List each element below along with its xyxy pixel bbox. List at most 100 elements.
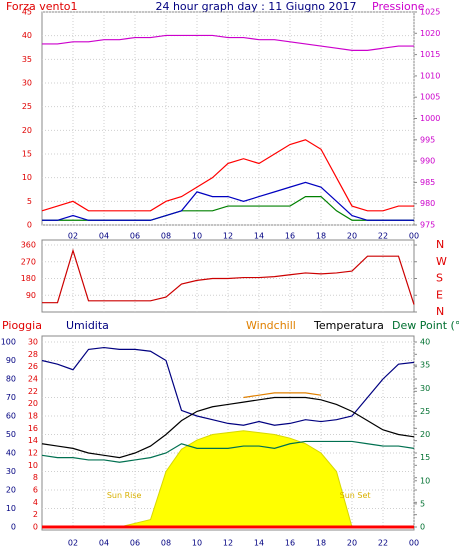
humidity-axis-title: Umidita — [66, 319, 109, 332]
y-tick-label: 40 — [22, 31, 32, 40]
y2-tick-label: 5 — [420, 499, 425, 508]
y2-tick-label: 35 — [420, 361, 430, 370]
y2-tick-label: 40 — [420, 338, 430, 347]
y2-tick-label: N — [436, 305, 444, 318]
x-tick-label: 16 — [285, 539, 295, 548]
y2-tick-label: 1020 — [420, 29, 440, 38]
series-line — [42, 181, 414, 221]
y3-tick-label: 10 — [28, 461, 38, 470]
y2-tick-label: 20 — [420, 430, 430, 439]
y2-tick-label: 1000 — [420, 114, 440, 123]
series-line — [41, 346, 415, 426]
y-tick-label: 5 — [27, 197, 32, 206]
y-tick-label: 30 — [22, 79, 32, 88]
y3-tick-label: 26 — [28, 362, 38, 371]
x-tick-label: 18 — [316, 232, 326, 241]
y3-tick-label: 30 — [28, 338, 38, 347]
y3-tick-label: 18 — [28, 412, 38, 421]
y-tick-label: 0 — [27, 221, 32, 230]
y-tick-label: 20 — [22, 126, 32, 135]
y3-tick-label: 12 — [28, 449, 38, 458]
x-tick-label: 04 — [99, 539, 109, 548]
y2-tick-label: 25 — [420, 407, 430, 416]
y2-tick-label: 10 — [420, 476, 430, 485]
y2-tick-label: E — [436, 288, 443, 301]
y-tick-label: 70 — [6, 393, 16, 402]
y2-tick-label: 1010 — [420, 71, 440, 80]
x-tick-label: 10 — [192, 539, 202, 548]
x-tick-label: 14 — [254, 539, 264, 548]
x-tick-label: 00 — [409, 539, 419, 548]
y3-tick-label: 16 — [28, 424, 38, 433]
y3-tick-label: 24 — [28, 375, 38, 384]
y2-tick-label: 980 — [420, 199, 435, 208]
x-tick-label: 10 — [192, 232, 202, 241]
y3-tick-label: 4 — [33, 498, 38, 507]
x-tick-label: 06 — [130, 232, 140, 241]
annotation: Sun Rise — [107, 491, 142, 500]
y2-tick-label: 985 — [420, 178, 435, 187]
x-tick-label: 14 — [254, 232, 264, 241]
y-tick-label: 10 — [22, 173, 32, 182]
y-tick-label: 30 — [6, 467, 16, 476]
y2-tick-label: 0 — [420, 523, 425, 532]
legend-label: Temperatura — [313, 319, 384, 332]
series-line — [41, 396, 415, 459]
series-line — [42, 34, 414, 51]
y3-tick-label: 8 — [33, 473, 38, 482]
x-tick-label: 12 — [223, 539, 233, 548]
y-tick-label: 45 — [22, 8, 32, 17]
y2-tick-label: N — [436, 238, 444, 251]
y3-tick-label: 6 — [33, 486, 38, 495]
x-tick-label: 02 — [68, 232, 78, 241]
y2-tick-label: 975 — [420, 221, 435, 230]
y-tick-label: 50 — [6, 430, 16, 439]
x-tick-label: 02 — [68, 539, 78, 548]
y-tick-label: 15 — [22, 150, 32, 159]
y-tick-label: 90 — [26, 291, 36, 300]
y-tick-label: 90 — [6, 356, 16, 365]
y-tick-label: 10 — [6, 504, 16, 513]
y-tick-label: 180 — [21, 274, 36, 283]
series-line — [41, 139, 414, 212]
y3-tick-label: 2 — [33, 510, 38, 519]
y2-tick-label: W — [436, 255, 447, 268]
series-line — [243, 392, 322, 399]
x-tick-label: 20 — [347, 539, 357, 548]
wind-axis-title: Forza vento1 — [6, 0, 78, 13]
annotation: Sun Set — [340, 491, 371, 500]
y-tick-label: 360 — [21, 241, 36, 250]
rain-axis-title: Pioggia — [2, 319, 42, 332]
x-tick-label: 18 — [316, 539, 326, 548]
y2-tick-label: 1025 — [420, 8, 440, 17]
y-tick-label: 80 — [6, 375, 16, 384]
y2-tick-label: S — [436, 272, 443, 285]
y2-tick-label: 995 — [420, 135, 435, 144]
chart-title: 24 hour graph day : 11 Giugno 2017 — [155, 0, 356, 13]
legend-label: Dew Point (°C — [392, 319, 459, 332]
x-tick-label: 16 — [285, 232, 295, 241]
x-tick-label: 00 — [409, 232, 419, 241]
y2-tick-label: 990 — [420, 157, 435, 166]
y3-tick-label: 0 — [33, 523, 38, 532]
y-tick-label: 20 — [6, 486, 16, 495]
y-tick-label: 0 — [11, 523, 16, 532]
pressure-axis-title: Pressione — [372, 0, 425, 13]
y3-tick-label: 14 — [28, 436, 38, 445]
y2-tick-label: 15 — [420, 453, 430, 462]
x-tick-label: 22 — [378, 539, 388, 548]
y-tick-label: 60 — [6, 412, 16, 421]
series-line — [41, 440, 415, 463]
x-tick-label: 22 — [378, 232, 388, 241]
y3-tick-label: 20 — [28, 399, 38, 408]
x-tick-label: 06 — [130, 539, 140, 548]
plot-frame — [41, 11, 415, 226]
legend-label: Windchill — [246, 319, 296, 332]
x-tick-label: 04 — [99, 232, 109, 241]
series-line — [42, 248, 415, 305]
x-tick-label: 08 — [161, 232, 171, 241]
y2-tick-label: 1015 — [420, 50, 440, 59]
y-tick-label: 40 — [6, 449, 16, 458]
x-tick-label: 20 — [347, 232, 357, 241]
